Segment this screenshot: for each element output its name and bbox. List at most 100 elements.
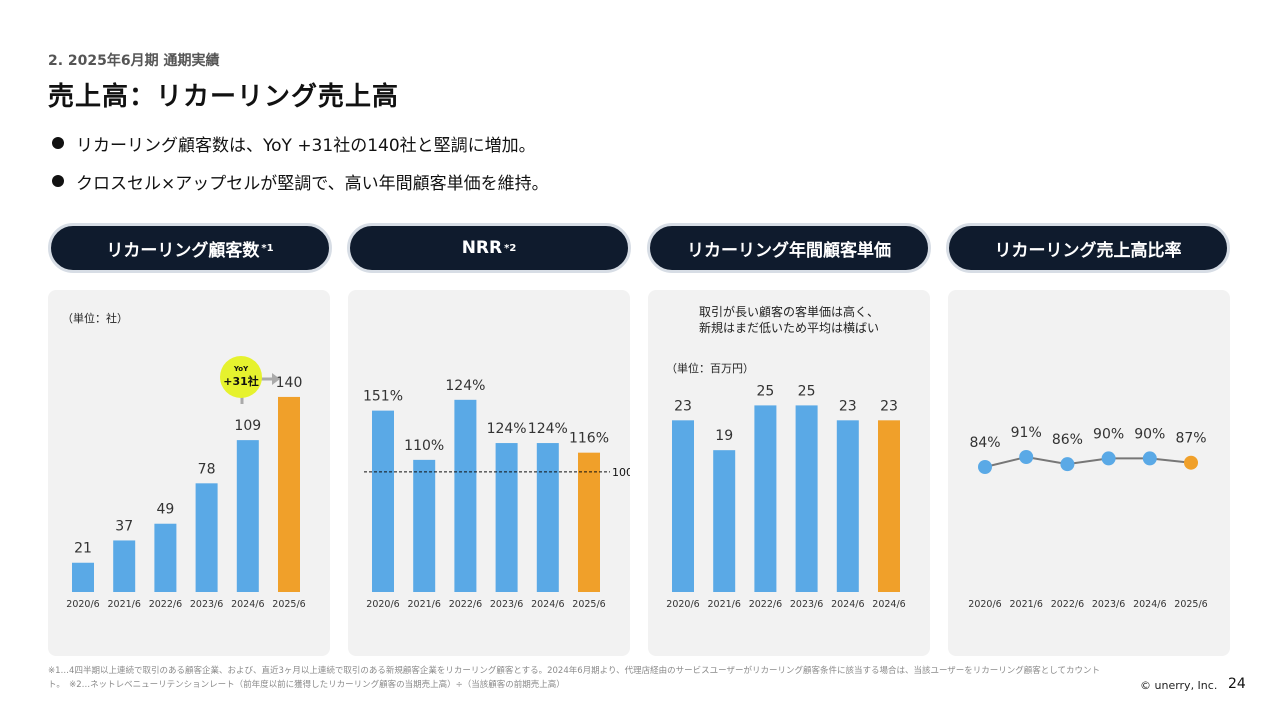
data-label: 109 [234, 418, 261, 434]
bar [754, 405, 777, 592]
pill-label: NRR [461, 238, 503, 258]
pill-sup: *2 [504, 242, 517, 254]
x-tick-label: 2022/6 [449, 599, 482, 610]
footnote: ※1…4四半期以上連続で取引のある顧客企業、および、直近3ヶ月以上連続で取引のあ… [48, 664, 1188, 692]
data-label: 124% [487, 421, 527, 437]
bar [713, 450, 736, 592]
bar [195, 483, 218, 592]
note-line: 取引が長い顧客の客単価は高く、 [698, 305, 879, 319]
data-label: 86% [1052, 432, 1083, 448]
x-tick-label: 2022/6 [1051, 599, 1084, 610]
bar [878, 420, 900, 592]
bullet-list: リカーリング顧客数は、YoY +31社の140社と堅調に増加。 クロスセル×アッ… [48, 128, 549, 204]
x-tick-label: 2020/6 [66, 599, 99, 610]
series-line [984, 455, 1192, 468]
data-point [978, 460, 992, 474]
data-label: 23 [880, 398, 898, 414]
x-tick-label: 2025/6 [572, 599, 605, 610]
data-label: 124% [528, 421, 568, 437]
bullet-item: リカーリング顧客数は、YoY +31社の140社と堅調に増加。 [48, 128, 549, 158]
data-label: 140 [276, 375, 303, 391]
bar [578, 452, 600, 592]
data-label: 49 [156, 502, 174, 518]
bullet-text: リカーリング顧客数は、YoY +31社の140社と堅調に増加。 [76, 135, 536, 156]
yoy-badge [220, 356, 262, 398]
data-label: 90% [1134, 426, 1165, 442]
pill-price: リカーリング年間顧客単価 [647, 223, 931, 273]
bar [278, 396, 300, 592]
price-note: 取引が長い顧客の客単価は高く、 新規はまだ低いため平均は横ばい [648, 304, 930, 336]
x-tick-label: 2020/6 [366, 599, 399, 610]
x-tick-label: 2024/6 [872, 599, 905, 610]
x-tick-label: 2020/6 [666, 599, 699, 610]
data-label: 23 [674, 398, 692, 414]
bar [154, 523, 177, 592]
reference-label: 100% [612, 466, 630, 479]
data-label: 23 [839, 398, 857, 414]
data-point [1019, 449, 1034, 464]
x-tick-label: 2020/6 [968, 599, 1001, 610]
data-label: 84% [969, 435, 1000, 451]
x-tick-label: 2024/6 [1133, 599, 1166, 610]
x-tick-label: 2022/6 [749, 599, 782, 610]
data-label: 37 [115, 518, 133, 534]
x-tick-label: 2025/6 [272, 599, 305, 610]
pill-ratio: リカーリング売上高比率 [946, 223, 1230, 273]
section-label: 2. 2025年6月期 通期実績 [48, 53, 220, 69]
copyright: © unerry, Inc. [1140, 679, 1218, 692]
data-label: 91% [1011, 425, 1042, 441]
x-tick-label: 2023/6 [1092, 599, 1125, 610]
x-tick-label: 2021/6 [707, 599, 740, 610]
data-label: 124% [445, 378, 485, 394]
pill-nrr: NRR *2 [347, 223, 631, 273]
bar [536, 443, 559, 592]
data-point [1060, 457, 1075, 472]
bar [236, 440, 259, 592]
data-label: 25 [798, 383, 816, 399]
x-tick-label: 2023/6 [790, 599, 823, 610]
note-line: 新規はまだ低いため平均は横ばい [698, 321, 879, 335]
page-number: 24 [1228, 676, 1246, 692]
x-tick-label: 2021/6 [1009, 599, 1042, 610]
bar [113, 540, 136, 592]
nrr-chart: 151% 2020/6 110% 2021/6 124% 2022/6 124% 2023/6… [363, 378, 630, 610]
bar [836, 420, 859, 592]
panel-price: 取引が長い顧客の客単価は高く、 新規はまだ低いため平均は横ばい （単位：百万円）… [648, 290, 930, 656]
data-point [1184, 455, 1198, 470]
customers-chart: 21 2020/6 37 2021/6 49 2022/6 78 2023/6 109 2024/… [66, 356, 306, 610]
bar [413, 459, 436, 592]
price-chart: 23 2020/6 19 2021/6 25 2022/6 25 2023/6 23 2024/6… [666, 383, 905, 610]
bar [372, 410, 394, 592]
bar [72, 562, 94, 592]
arrow-head-icon [272, 373, 280, 385]
data-label: 87% [1175, 431, 1206, 447]
data-point [1101, 451, 1116, 466]
bar [454, 399, 477, 592]
page-title: 売上高：リカーリング売上高 [48, 82, 400, 112]
bullet-dot-icon [52, 175, 64, 187]
footnote-line: ト。 ※2…ネットレベニューリテンションレート（前年度以前に獲得したリカーリング… [48, 680, 565, 690]
data-point [1142, 451, 1157, 466]
pill-label: リカーリング売上高比率 [994, 240, 1182, 261]
x-tick-label: 2025/6 [1174, 599, 1207, 610]
pill-label: リカーリング顧客数 [106, 240, 260, 261]
x-tick-label: 2023/6 [190, 599, 223, 610]
panel-customers: （単位：社） 21 2020/6 37 2021/6 49 2022/6 78 2023/6 1… [48, 290, 330, 656]
data-label: 25 [756, 383, 774, 399]
bar [795, 405, 818, 592]
x-tick-label: 2023/6 [490, 599, 523, 610]
x-tick-label: 2024/6 [831, 599, 864, 610]
data-label: 116% [569, 431, 609, 447]
bullet-item: クロスセル×アップセルが堅調で、高い年間顧客単価を維持。 [48, 166, 549, 196]
badge-bottom: +31社 [223, 374, 259, 388]
pill-label: リカーリング年間顧客単価 [687, 240, 891, 261]
bullet-text: クロスセル×アップセルが堅調で、高い年間顧客単価を維持。 [76, 173, 549, 194]
unit-label: （単位：百万円） [666, 362, 754, 375]
x-tick-label: 2021/6 [107, 599, 140, 610]
bullet-dot-icon [52, 137, 64, 149]
x-tick-label: 2024/6 [531, 599, 564, 610]
ratio-chart: 84% 2020/6 91% 2021/6 86% 2022/6 90% 2023/6 90% 2… [968, 425, 1207, 610]
pill-customers: リカーリング顧客数 *1 [48, 223, 332, 273]
data-label: 78 [198, 461, 216, 477]
badge-top: YoY [233, 365, 249, 373]
